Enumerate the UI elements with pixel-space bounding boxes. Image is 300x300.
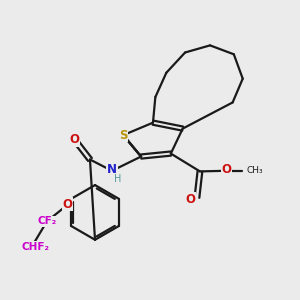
- Text: CF₂: CF₂: [37, 216, 57, 226]
- Text: O: O: [69, 133, 79, 146]
- Text: H: H: [114, 174, 122, 184]
- Text: S: S: [119, 129, 128, 142]
- Text: N: N: [107, 163, 117, 176]
- Text: O: O: [185, 193, 195, 206]
- Text: O: O: [63, 198, 73, 211]
- Text: CH₃: CH₃: [246, 166, 263, 175]
- Text: CHF₂: CHF₂: [22, 242, 50, 252]
- Text: O: O: [221, 163, 231, 176]
